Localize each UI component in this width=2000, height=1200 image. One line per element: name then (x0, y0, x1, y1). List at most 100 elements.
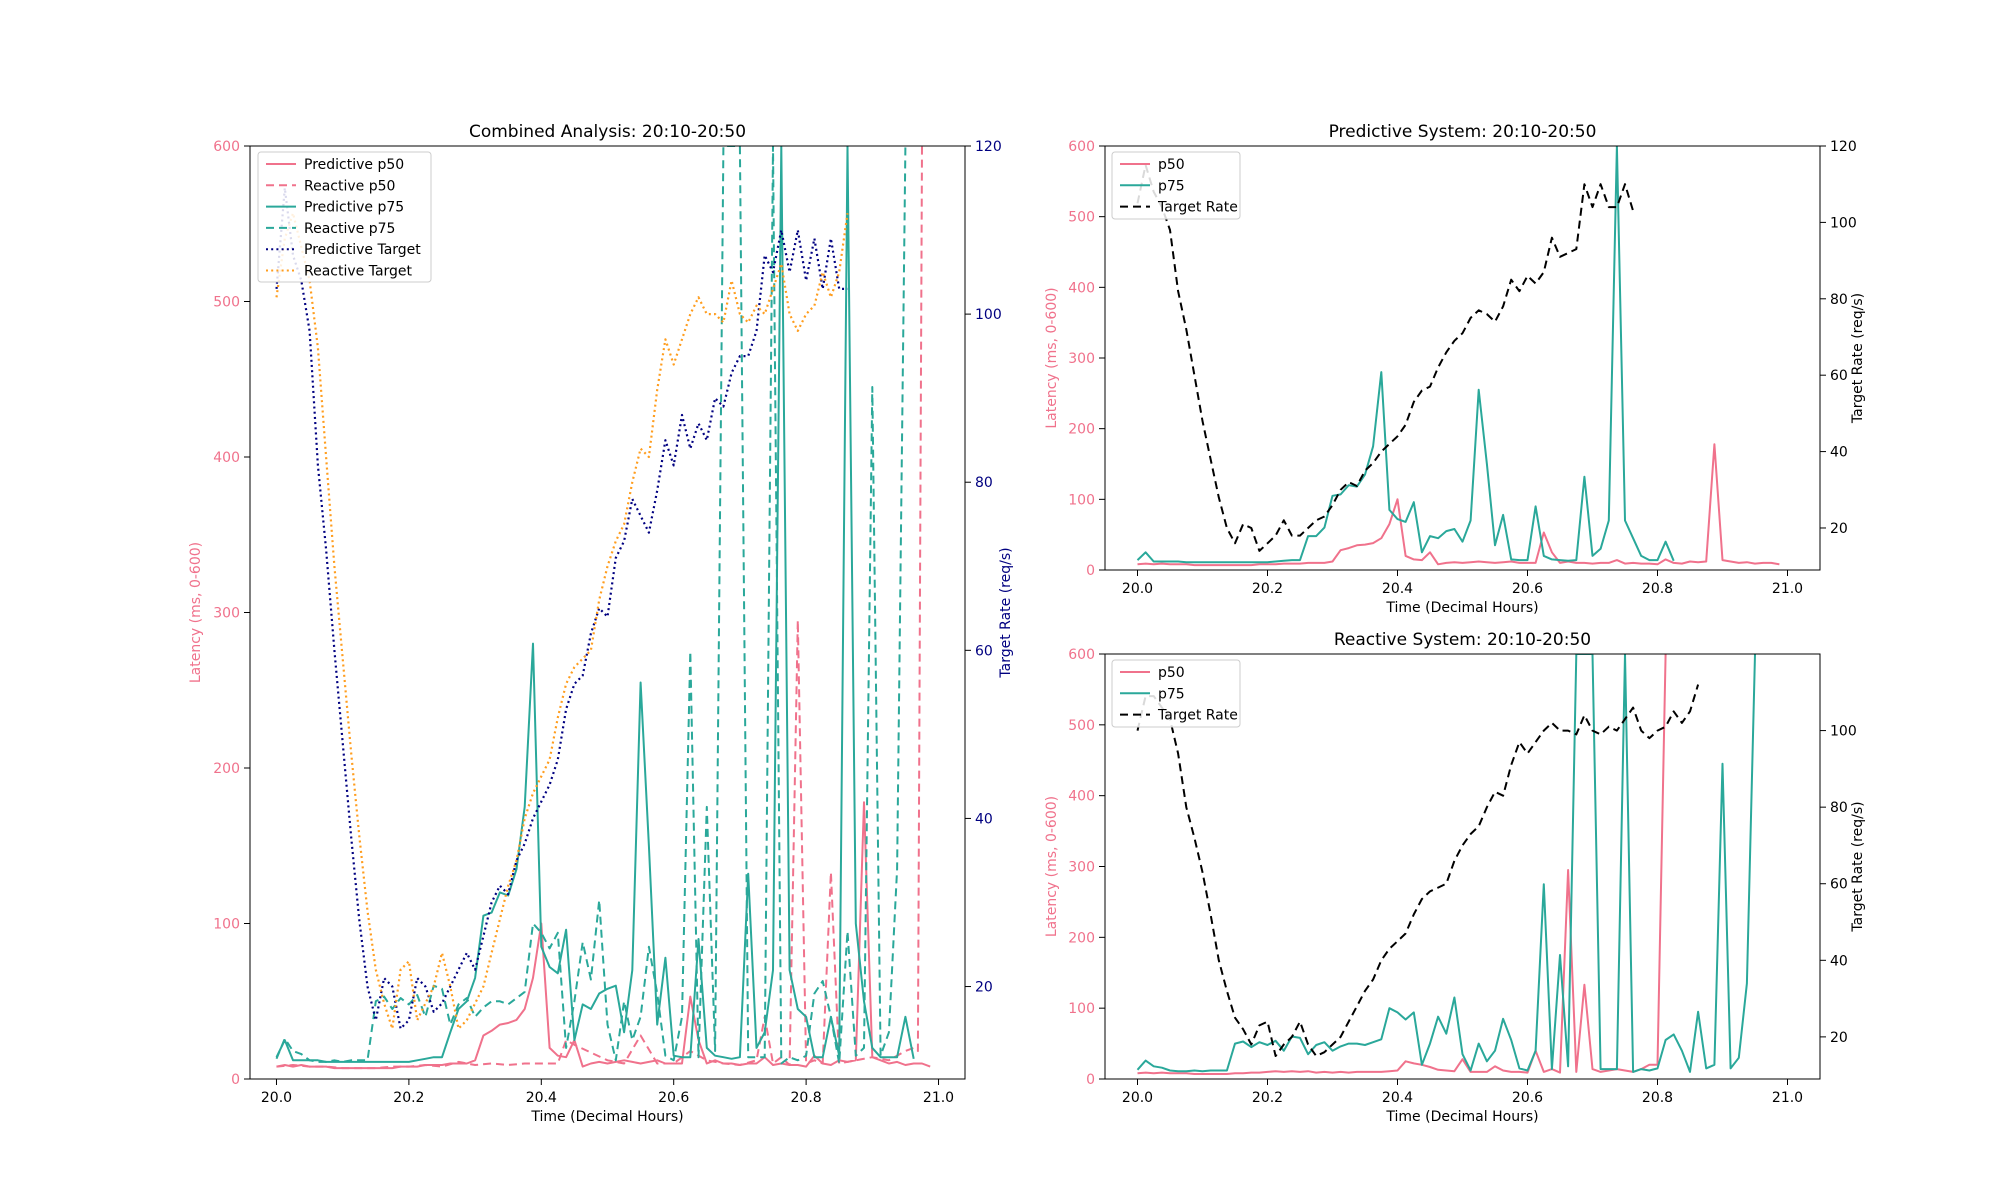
y-tick-label: 100 (213, 917, 240, 933)
plot-area (275, 146, 931, 1070)
y2-tick-label: 20 (975, 980, 993, 996)
legend-box (1111, 659, 1241, 728)
series-line-predictive-p75 (275, 146, 915, 1063)
legend-box (257, 151, 432, 283)
chart-title: Combined Analysis: 20:10-20:50 (469, 122, 746, 142)
y-tick-label: 300 (1068, 351, 1095, 367)
series-line-p75 (1136, 146, 1675, 564)
y2-axis-label: Target Rate (req/s) (1850, 293, 1866, 424)
y2-tick-label: 120 (975, 139, 1002, 155)
x-axis-label: Time (Decimal Hours) (530, 1109, 683, 1125)
y2-tick-label: 120 (1830, 139, 1857, 155)
chart-panel-2: 20.0 20.2 20.4 20.6 20.8 21.0 0 100 200 300 400 500… (1044, 122, 1866, 616)
legend-entry: Predictive Target (304, 242, 421, 258)
chart-panel-3: 20.0 20.2 20.4 20.6 20.8 21.0 0 100 200 300 400 500… (1044, 630, 1866, 1125)
y-tick-label: 100 (1068, 492, 1095, 508)
x-tick-label: 20.8 (1642, 1090, 1673, 1106)
x-tick-label: 20.0 (1122, 1090, 1153, 1106)
y2-tick-label: 80 (1830, 292, 1848, 308)
plot-area (1136, 146, 1780, 567)
y2-tick-label: 60 (975, 643, 993, 659)
y-tick-label: 0 (1086, 1072, 1095, 1088)
y-tick-label: 500 (1068, 718, 1095, 734)
chart-title: Predictive System: 20:10-20:50 (1329, 122, 1597, 142)
y2-axis-label: Target Rate (req/s) (1850, 801, 1866, 932)
series-line-target-rate (1136, 684, 1700, 1057)
y-axis-label: Latency (ms, 0-600) (1044, 287, 1060, 428)
x-tick-label: 21.0 (1772, 1090, 1803, 1106)
series-line-p75 (1136, 654, 1756, 1073)
series-line-p50 (1137, 654, 1667, 1075)
series-line-p50 (1137, 443, 1780, 567)
x-tick-label: 20.2 (393, 1090, 424, 1106)
x-tick-label: 20.4 (1382, 1090, 1413, 1106)
y2-tick-label: 100 (1830, 215, 1857, 231)
y2-tick-label: 40 (975, 811, 993, 827)
legend-entry: p50 (1158, 665, 1185, 681)
legend-entry: Reactive Target (304, 264, 413, 280)
x-tick-label: 20.2 (1252, 1090, 1283, 1106)
y-tick-label: 200 (213, 761, 240, 777)
x-tick-label: 20.4 (1382, 581, 1413, 597)
y-tick-label: 400 (1068, 789, 1095, 805)
series-line-reactive-p50 (276, 146, 923, 1070)
y-tick-label: 400 (1068, 280, 1095, 296)
y2-tick-label: 40 (1830, 445, 1848, 461)
y-tick-label: 200 (1068, 930, 1095, 946)
legend: p50 p75 Target Rate (1111, 659, 1241, 728)
x-tick-label: 21.0 (923, 1090, 954, 1106)
chart-panel-1: 20.0 20.2 20.4 20.6 20.8 21.0 0 100 200 300 400 500… (188, 122, 1014, 1125)
y-tick-label: 300 (213, 606, 240, 622)
chart-title: Reactive System: 20:10-20:50 (1334, 630, 1591, 650)
x-axis-label: Time (Decimal Hours) (1385, 1109, 1538, 1125)
plot-area (1136, 654, 1756, 1075)
series-line-reactive-p75 (275, 146, 907, 1065)
y2-tick-label: 40 (1830, 953, 1848, 969)
y2-tick-label: 20 (1830, 1030, 1848, 1046)
y-tick-label: 600 (1068, 139, 1095, 155)
y2-tick-label: 60 (1830, 877, 1848, 893)
legend-entry: Reactive p50 (304, 178, 395, 194)
y2-axis-label: Target Rate (req/s) (998, 547, 1014, 678)
x-tick-label: 20.4 (526, 1090, 557, 1106)
x-tick-label: 20.6 (658, 1090, 689, 1106)
y2-tick-label: 100 (975, 307, 1002, 323)
y-tick-label: 500 (213, 295, 240, 311)
x-tick-label: 20.0 (1122, 581, 1153, 597)
x-tick-label: 20.6 (1512, 1090, 1543, 1106)
y-tick-label: 400 (213, 450, 240, 466)
legend-entry: p75 (1158, 178, 1185, 194)
legend-entry: p50 (1158, 157, 1185, 173)
y2-tick-label: 80 (1830, 800, 1848, 816)
y-tick-label: 0 (1086, 563, 1095, 579)
legend-entry: Predictive p50 (304, 157, 404, 173)
legend: p50 p75 Target Rate (1111, 151, 1241, 220)
y2-tick-label: 100 (1830, 724, 1857, 740)
y-tick-label: 600 (213, 139, 240, 155)
y-tick-label: 200 (1068, 422, 1095, 438)
legend-entry: Target Rate (1157, 708, 1238, 724)
y-axis-label: Latency (ms, 0-600) (1044, 796, 1060, 937)
y-tick-label: 500 (1068, 210, 1095, 226)
y2-tick-label: 20 (1830, 521, 1848, 537)
legend-entry: Predictive p75 (304, 200, 404, 216)
y-tick-label: 0 (231, 1072, 240, 1088)
x-tick-label: 20.2 (1252, 581, 1283, 597)
x-tick-label: 20.6 (1512, 581, 1543, 597)
legend-entry: p75 (1158, 686, 1185, 702)
legend: Predictive p50 Reactive p50 Predictive p75… (257, 151, 432, 283)
y-tick-label: 300 (1068, 860, 1095, 876)
x-axis-label: Time (Decimal Hours) (1385, 600, 1538, 616)
y-tick-label: 100 (1068, 1001, 1095, 1017)
x-tick-label: 20.8 (791, 1090, 822, 1106)
series-line-target-rate (1136, 164, 1635, 552)
x-tick-label: 20.0 (261, 1090, 292, 1106)
series-line-predictive-target (275, 186, 848, 1030)
series-line-reactive-target (275, 212, 849, 1030)
x-tick-label: 20.8 (1642, 581, 1673, 597)
x-tick-label: 21.0 (1772, 581, 1803, 597)
legend-entry: Target Rate (1157, 200, 1238, 216)
y-tick-label: 600 (1068, 647, 1095, 663)
legend-box (1111, 151, 1241, 220)
